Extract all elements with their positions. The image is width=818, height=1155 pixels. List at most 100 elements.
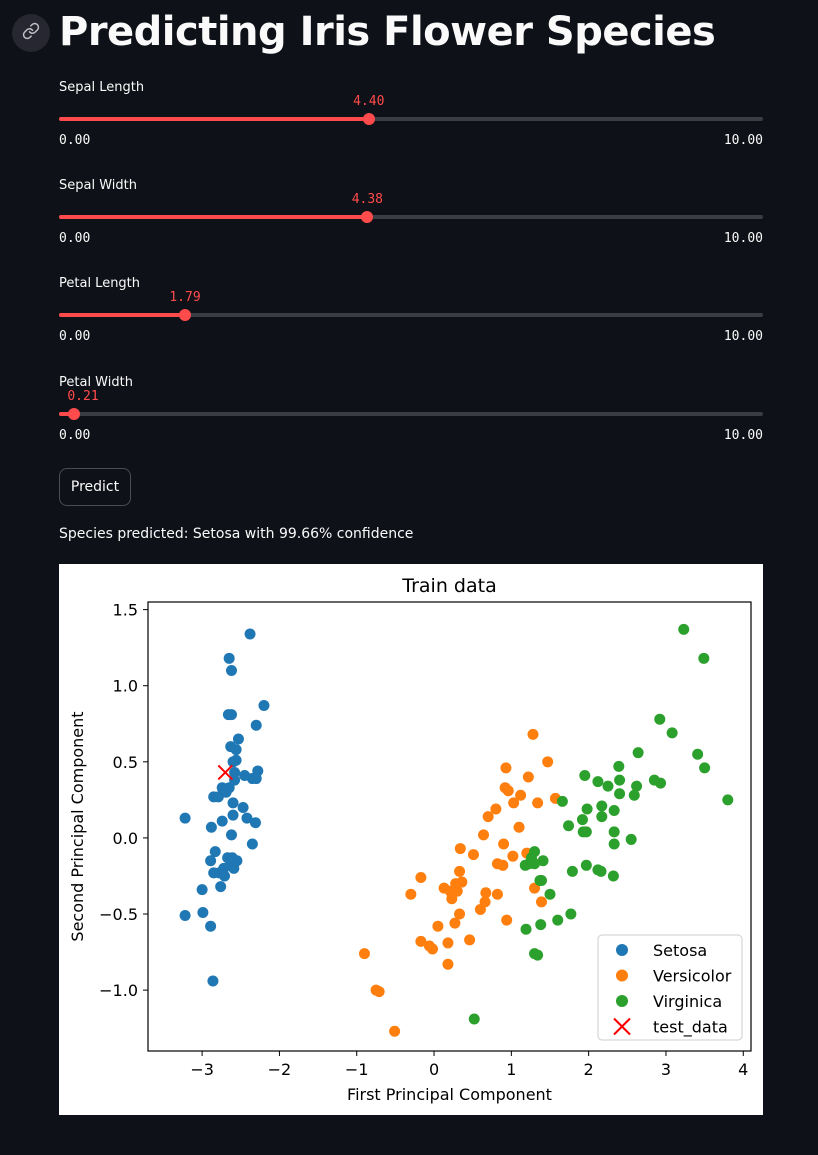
link-icon — [22, 22, 40, 44]
legend-box — [597, 934, 743, 1041]
setosa-point — [227, 809, 239, 821]
virginica-point — [632, 747, 644, 759]
predict-button[interactable]: Predict — [59, 468, 131, 506]
x-tick-label: 1 — [506, 1060, 516, 1079]
virginica-point — [655, 777, 667, 789]
versicolor-point — [442, 958, 454, 970]
versicolor-point — [426, 943, 438, 955]
virginica-point — [535, 919, 547, 931]
versicolor-point — [527, 728, 539, 740]
setosa-point — [205, 821, 217, 833]
setosa-point — [227, 797, 239, 809]
petal-length-slider[interactable]: Petal Length 1.79 0.00 10.00 — [59, 276, 763, 356]
setosa-point — [229, 766, 241, 778]
virginica-point — [602, 780, 614, 792]
setosa-point — [241, 812, 253, 824]
slider-value: 0.21 — [67, 389, 99, 404]
setosa-point — [225, 829, 237, 841]
slider-value: 1.79 — [169, 290, 201, 305]
slider-thumb[interactable] — [362, 113, 375, 125]
versicolor-point — [480, 887, 492, 899]
versicolor-point — [535, 896, 547, 908]
scatter-plot: −3 −2 −1 0 1 2 3 4 −1.0 −0.5 0.0 0.5 1.0 1.5 Train dat… — [68, 575, 752, 1104]
virginica-point — [614, 788, 626, 800]
versicolor-point — [415, 935, 427, 947]
slider-fill — [59, 215, 368, 219]
versicolor-point — [501, 914, 513, 926]
versicolor-point — [446, 893, 458, 905]
virginica-point — [608, 805, 620, 817]
virginica-point — [468, 1013, 480, 1025]
virginica-point — [525, 852, 537, 864]
setosa-point — [197, 906, 209, 918]
x-axis-label: First Principal Component — [347, 1085, 552, 1104]
versicolor-point — [442, 937, 454, 949]
slider-thumb[interactable] — [179, 309, 192, 321]
slider-track[interactable] — [59, 313, 763, 317]
setosa-point — [250, 773, 262, 785]
legend-marker-virginica — [616, 995, 628, 1007]
virginica-point — [614, 774, 626, 786]
virginica-point — [699, 762, 711, 774]
slider-fill — [59, 313, 186, 317]
versicolor-point — [498, 838, 510, 850]
slider-track[interactable] — [59, 215, 763, 219]
virginica-point — [520, 923, 532, 935]
slider-value: 4.40 — [353, 94, 385, 109]
setosa-point — [225, 664, 237, 676]
petal-width-slider[interactable]: Petal Width 0.21 0.00 10.00 — [59, 375, 763, 455]
virginica-point — [722, 794, 734, 806]
virginica-point — [607, 870, 619, 882]
virginica-point — [576, 814, 588, 826]
versicolor-point — [490, 803, 502, 815]
setosa-point — [208, 867, 220, 879]
chart-title: Train data — [401, 575, 496, 597]
setosa-point — [228, 862, 240, 874]
setosa-point — [244, 628, 256, 640]
versicolor-point — [497, 859, 509, 871]
slider-thumb[interactable] — [361, 211, 374, 223]
setosa-point — [215, 881, 227, 893]
versicolor-point — [389, 1025, 401, 1037]
sepal-width-slider[interactable]: Sepal Width 4.38 0.00 10.00 — [59, 178, 763, 258]
sepal-length-slider[interactable]: Sepal Length 4.40 0.00 10.00 — [59, 80, 763, 160]
setosa-point — [227, 756, 239, 768]
versicolor-point — [474, 903, 486, 915]
virginica-point — [596, 811, 608, 823]
slider-thumb[interactable] — [67, 408, 80, 420]
slider-track[interactable] — [59, 412, 763, 416]
x-tick-label: −3 — [190, 1060, 214, 1079]
versicolor-point — [358, 948, 370, 960]
setosa-point — [179, 812, 191, 824]
virginica-point — [608, 838, 620, 850]
setosa-point — [246, 838, 258, 850]
virginica-point — [566, 865, 578, 877]
virginica-point — [595, 865, 607, 877]
setosa-point — [209, 846, 221, 858]
x-tick-label: 0 — [429, 1060, 439, 1079]
slider-max-label: 10.00 — [723, 133, 763, 148]
setosa-point — [219, 870, 231, 882]
x-tick-label: 4 — [738, 1060, 748, 1079]
prediction-result: Species predicted: Setosa with 99.66% co… — [59, 526, 414, 542]
anchor-link-button[interactable] — [12, 14, 50, 52]
setosa-point — [249, 817, 261, 829]
y-tick-label: −1.0 — [99, 981, 138, 1000]
virginica-point — [580, 859, 592, 871]
y-tick-label: 1.5 — [113, 601, 138, 620]
x-tick-label: −1 — [345, 1060, 369, 1079]
slider-fill — [59, 412, 74, 416]
virginica-point — [625, 833, 637, 845]
setosa-point — [216, 815, 228, 827]
slider-track[interactable] — [59, 117, 763, 121]
plot-frame — [147, 601, 752, 1052]
slider-label: Petal Length — [59, 276, 141, 291]
versicolor-point — [513, 821, 525, 833]
versicolor-point — [500, 762, 512, 774]
versicolor-point — [432, 920, 444, 932]
slider-min-label: 0.00 — [59, 231, 91, 246]
versicolor-point — [515, 789, 527, 801]
versicolor-point — [467, 849, 479, 861]
slider-max-label: 10.00 — [723, 329, 763, 344]
slider-fill — [59, 117, 369, 121]
